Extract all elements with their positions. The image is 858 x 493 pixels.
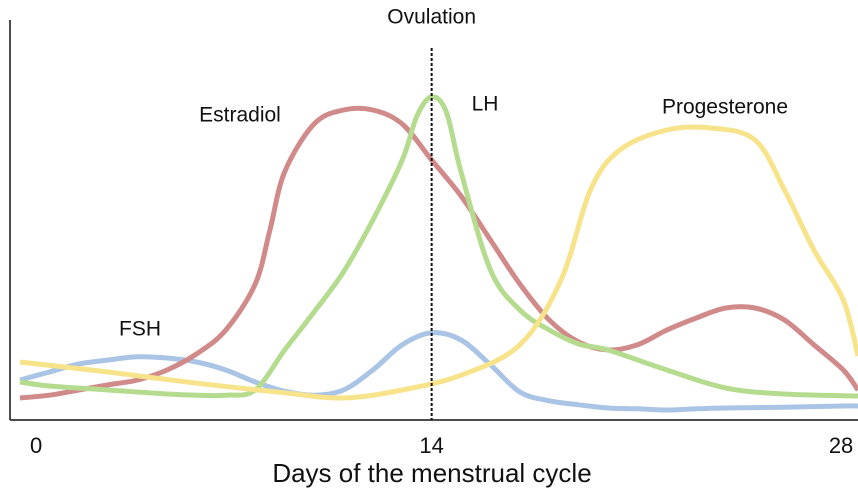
line-series	[19, 124, 858, 401]
x-tick-label: 14	[419, 433, 443, 458]
x-tick-label: 28	[829, 433, 853, 458]
series-label: Estradiol	[199, 104, 281, 127]
line-series	[19, 330, 858, 413]
series-label: Progesterone	[662, 96, 788, 119]
series-label: FSH	[119, 318, 161, 341]
x-tick-label: 0	[30, 433, 42, 458]
x-axis-label: Days of the menstrual cycle	[272, 458, 591, 488]
annotation-label: Ovulation	[387, 6, 476, 29]
series-label: LH	[472, 93, 499, 116]
line-series	[19, 94, 858, 399]
